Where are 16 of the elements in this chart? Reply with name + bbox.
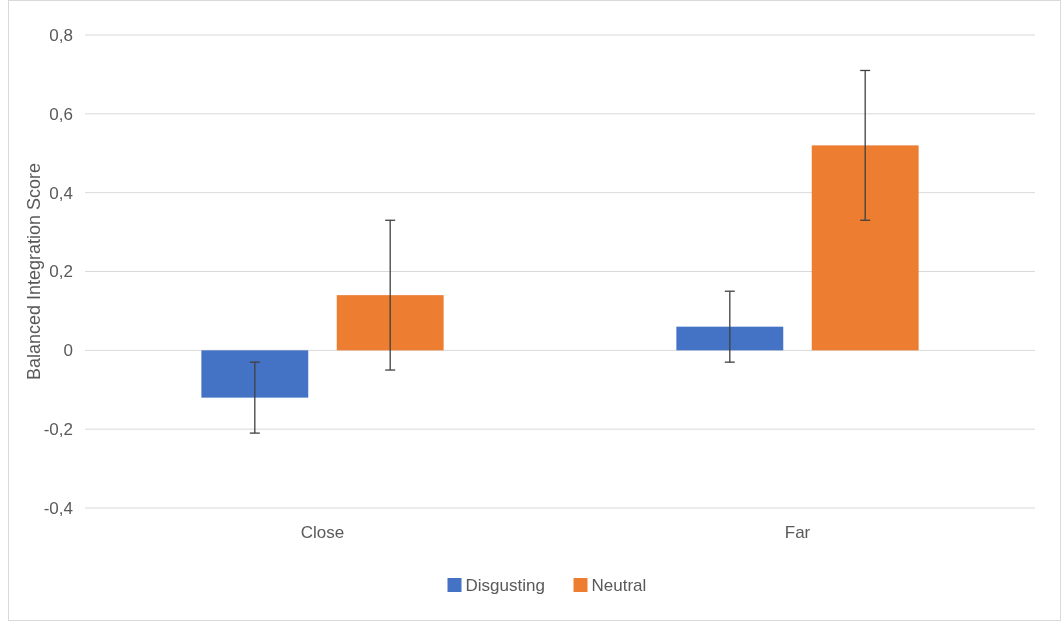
legend-label: Neutral	[591, 575, 647, 595]
y-tick-label: -0,4	[43, 498, 73, 518]
x-tick-label: Close	[300, 523, 345, 542]
y-tick-label: 0	[63, 341, 73, 361]
y-axis-title: Balanced Integration Score	[24, 162, 44, 381]
y-tick-label: 0,4	[49, 183, 73, 203]
y-tick-label: 0,6	[49, 104, 73, 124]
legend-label: Disgusting	[465, 575, 545, 595]
bar	[201, 350, 309, 398]
y-tick-label: -0,2	[43, 420, 73, 440]
x-tick-label: Far	[784, 523, 811, 542]
y-tick-label: 0,8	[49, 25, 73, 45]
bar	[811, 145, 919, 351]
bar	[336, 295, 444, 351]
y-tick-label: 0,2	[49, 262, 73, 282]
bar	[676, 326, 784, 351]
